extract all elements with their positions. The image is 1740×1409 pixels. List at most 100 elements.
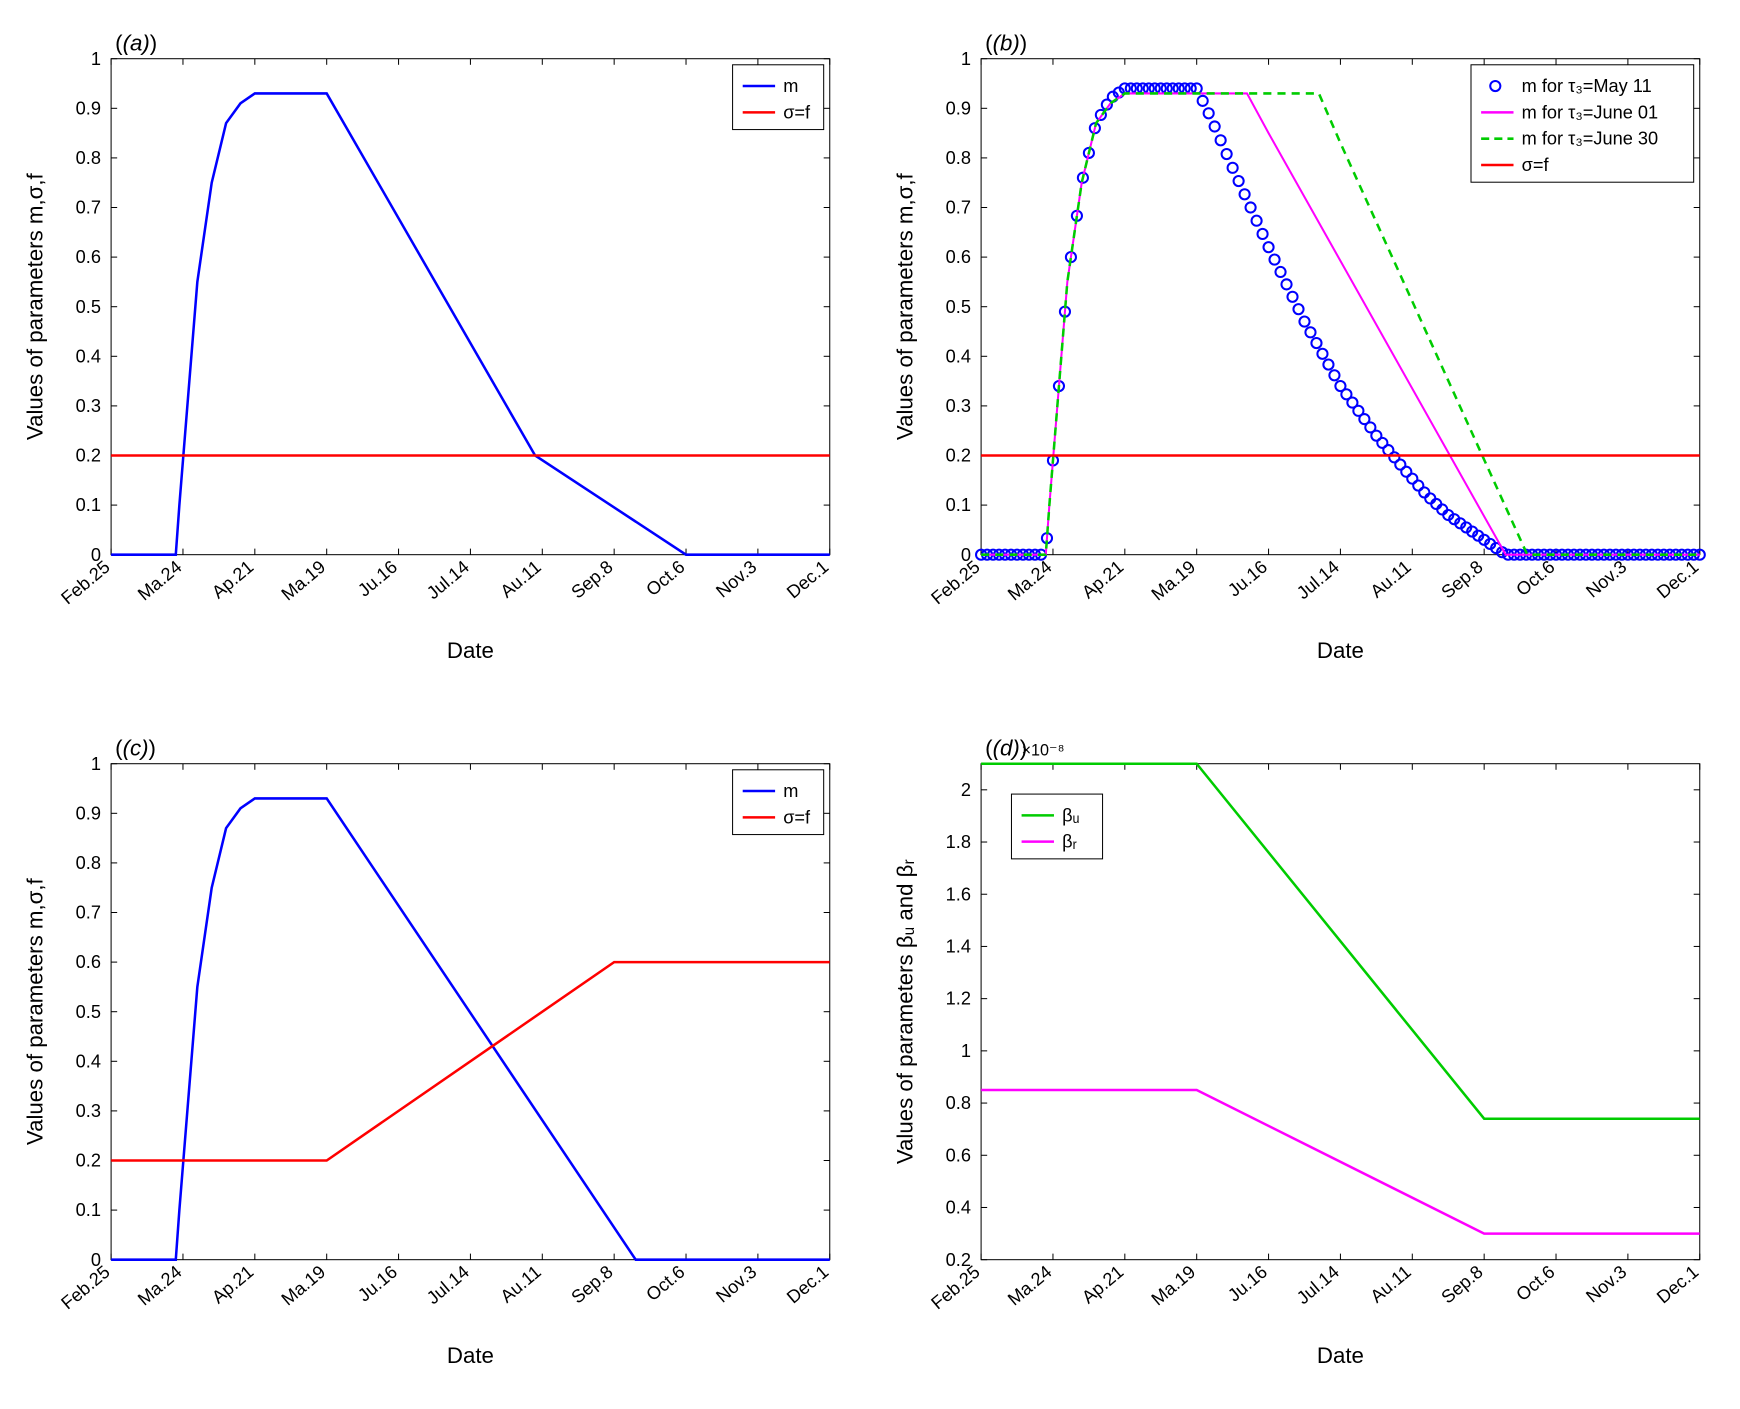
series-marker xyxy=(1234,176,1244,186)
panel-label: ((c)) xyxy=(115,735,156,760)
ytick-label: 0.3 xyxy=(76,1100,101,1120)
series-marker xyxy=(1269,255,1279,265)
xtick-label: Sep.8 xyxy=(567,1261,616,1307)
xtick-label: Sep.8 xyxy=(1437,557,1486,603)
ytick-label: 0.7 xyxy=(946,198,971,218)
xtick-label: Nov.3 xyxy=(1582,1261,1630,1306)
series-line xyxy=(111,798,830,1259)
series-marker xyxy=(1329,370,1339,380)
series-marker xyxy=(1293,304,1303,314)
ytick-label: 0.2 xyxy=(946,446,971,466)
ylabel: Values of parameters m,σ,f xyxy=(892,172,917,440)
series-marker xyxy=(1198,96,1208,106)
series-marker xyxy=(1216,135,1226,145)
ytick-label: 1.4 xyxy=(946,936,971,956)
ytick-label: 0.6 xyxy=(76,952,101,972)
ytick-label: 0.1 xyxy=(76,1200,101,1220)
ytick-label: 0.4 xyxy=(76,1051,101,1071)
series-marker xyxy=(1317,349,1327,359)
plot-box xyxy=(111,59,830,555)
xtick-label: Ma.24 xyxy=(1004,557,1056,605)
legend-label: m for τ₃=May 11 xyxy=(1522,76,1652,96)
xtick-label: Ma.19 xyxy=(1148,557,1200,605)
xtick-label: Jul.14 xyxy=(423,1261,473,1308)
xtick-label: Ma.19 xyxy=(278,557,330,605)
ytick-label: 0.6 xyxy=(946,1145,971,1165)
chart-grid: 00.10.20.30.40.50.60.70.80.91Feb.25Ma.24… xyxy=(20,20,1720,1389)
ytick-label: 0.5 xyxy=(946,297,971,317)
ytick-label: 0.4 xyxy=(76,346,101,366)
ytick-label: 0.5 xyxy=(76,297,101,317)
legend-label: σ=f xyxy=(783,102,811,122)
ytick-label: 0.9 xyxy=(76,803,101,823)
legend-label: m xyxy=(783,781,798,801)
series-marker xyxy=(1419,487,1429,497)
xtick-label: Nov.3 xyxy=(712,1261,760,1306)
series-marker xyxy=(1281,279,1291,289)
ylabel: Values of parameters βᵤ and βᵣ xyxy=(892,859,917,1164)
legend-label: σ=f xyxy=(1522,155,1550,175)
xtick-label: Ma.19 xyxy=(1148,1261,1200,1309)
ytick-label: 0.5 xyxy=(76,1001,101,1021)
panel-d: 0.20.40.60.811.21.41.61.82Feb.25Ma.24Ap.… xyxy=(890,725,1720,1390)
ytick-label: 1.8 xyxy=(946,832,971,852)
xtick-label: Ma.24 xyxy=(134,557,186,605)
xtick-label: Feb.25 xyxy=(57,557,113,609)
xlabel: Date xyxy=(447,1342,494,1367)
legend-label: βᵤ xyxy=(1062,805,1079,825)
xtick-label: Jul.14 xyxy=(1293,1261,1343,1308)
series-line xyxy=(111,93,830,554)
xtick-label: Ap.21 xyxy=(1078,557,1127,603)
series-marker xyxy=(1275,267,1285,277)
ylabel: Values of parameters m,σ,f xyxy=(22,172,47,440)
series-marker xyxy=(1240,189,1250,199)
xtick-label: Au.11 xyxy=(497,1261,545,1306)
xtick-label: Ju.16 xyxy=(354,557,401,601)
xtick-label: Ma.24 xyxy=(134,1261,186,1309)
ytick-label: 0.8 xyxy=(76,148,101,168)
xtick-label: Feb.25 xyxy=(927,557,983,609)
ytick-label: 0.2 xyxy=(76,1150,101,1170)
ytick-label: 1 xyxy=(961,1040,971,1060)
xtick-label: Ju.16 xyxy=(354,1261,401,1305)
xtick-label: Oct.6 xyxy=(642,1261,688,1304)
ytick-label: 0.1 xyxy=(946,495,971,515)
series-marker xyxy=(1258,229,1268,239)
series-marker xyxy=(1204,108,1214,118)
xtick-label: Dec.1 xyxy=(783,1261,832,1307)
panel-a: 00.10.20.30.40.50.60.70.80.91Feb.25Ma.24… xyxy=(20,20,850,685)
series-marker xyxy=(1305,327,1315,337)
series-marker xyxy=(1228,163,1238,173)
ytick-label: 0.9 xyxy=(946,98,971,118)
ytick-label: 1 xyxy=(91,49,101,69)
ytick-label: 0.9 xyxy=(76,98,101,118)
xtick-label: Ap.21 xyxy=(208,557,257,603)
series-marker xyxy=(1311,338,1321,348)
xtick-label: Nov.3 xyxy=(712,557,760,602)
ytick-label: 0.6 xyxy=(946,247,971,267)
series-marker xyxy=(1246,202,1256,212)
y-exponent: ×10⁻⁸ xyxy=(1022,741,1065,759)
series-marker xyxy=(1299,317,1309,327)
ytick-label: 2 xyxy=(961,779,971,799)
panel-c: 00.10.20.30.40.50.60.70.80.91Feb.25Ma.24… xyxy=(20,725,850,1390)
series-marker xyxy=(1210,121,1220,131)
legend-box xyxy=(1011,794,1102,859)
xtick-label: Ju.16 xyxy=(1224,1261,1271,1305)
xtick-label: Dec.1 xyxy=(1653,1261,1702,1307)
panel-label: ((b)) xyxy=(985,31,1027,56)
xtick-label: Oct.6 xyxy=(1512,557,1558,600)
xtick-label: Dec.1 xyxy=(1653,557,1702,603)
xtick-label: Sep.8 xyxy=(1437,1261,1486,1307)
xtick-label: Ap.21 xyxy=(1078,1261,1127,1307)
series-line xyxy=(111,962,830,1160)
ytick-label: 0.3 xyxy=(76,396,101,416)
ytick-label: 1.6 xyxy=(946,884,971,904)
ytick-label: 0.2 xyxy=(76,446,101,466)
xtick-label: Nov.3 xyxy=(1582,557,1630,602)
xtick-label: Au.11 xyxy=(1367,557,1415,602)
xtick-label: Oct.6 xyxy=(642,557,688,600)
xtick-label: Ma.19 xyxy=(278,1261,330,1309)
ytick-label: 0.7 xyxy=(76,902,101,922)
legend-label: m for τ₃=June 30 xyxy=(1522,129,1659,149)
